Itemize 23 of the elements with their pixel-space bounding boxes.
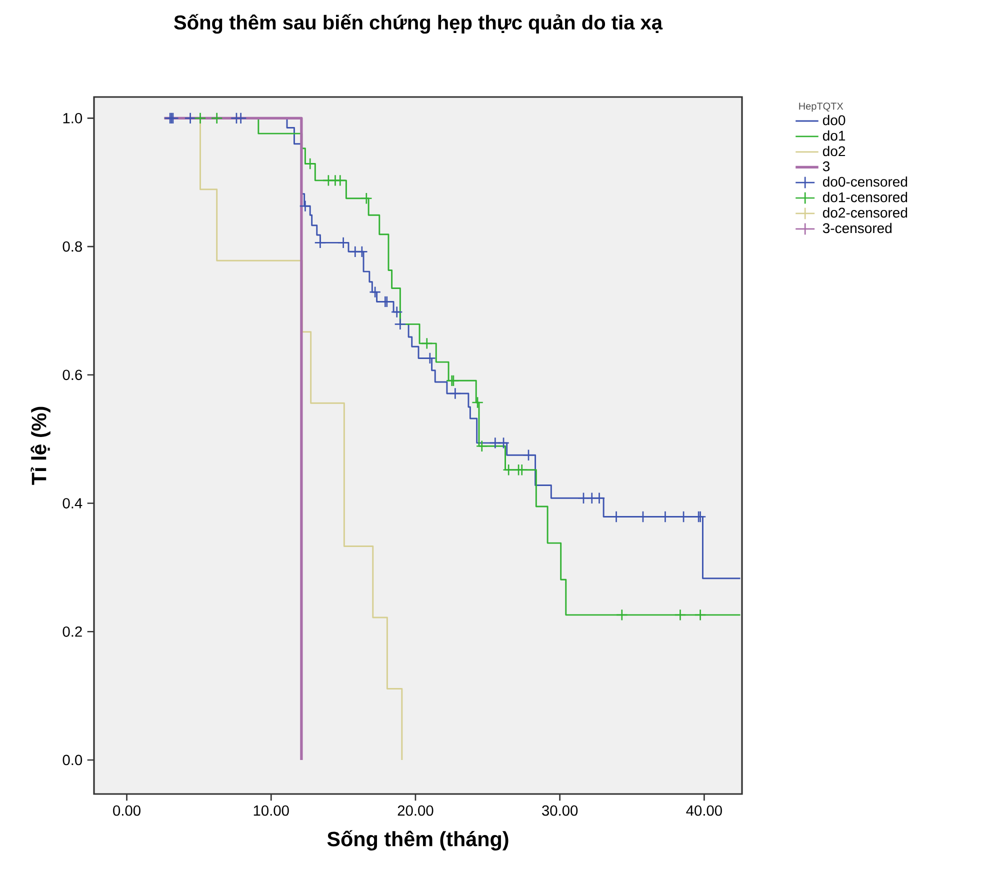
x-tick-label: 30.00: [542, 805, 578, 816]
y-tick-label: 0.6: [62, 370, 82, 380]
x-tick-label: 20.00: [398, 805, 434, 816]
y-tick-label: 1.0: [63, 112, 82, 124]
legend-label: do0: [822, 114, 846, 126]
legend-label: do0-censored: [822, 176, 908, 187]
x-tick-label: 10.00: [254, 805, 289, 816]
x-axis-title: Sống thêm (tháng): [327, 830, 508, 851]
chart-title: Sống thêm sau biến chứng hẹp thực quản do tia xạ: [174, 14, 663, 34]
legend-label: 3-censored: [822, 222, 892, 234]
x-tick-label: 0.00: [113, 805, 140, 816]
y-tick-label: 0.0: [62, 754, 82, 766]
y-tick-label: 0.8: [62, 241, 82, 252]
legend-label: do2: [822, 146, 846, 156]
legend-label: 3: [822, 161, 830, 172]
legend-label: do1: [822, 130, 846, 141]
y-tick-label: 0.2: [62, 626, 82, 637]
y-tick-label: 0.4: [62, 498, 82, 508]
legend-label: do1-censored: [822, 192, 908, 202]
legend-label: do2-censored: [822, 207, 908, 218]
y-axis-title: Tỉ lệ (%): [30, 406, 50, 485]
x-tick-label: 40.00: [686, 805, 722, 816]
legend-title: HepTQTX: [799, 102, 844, 112]
